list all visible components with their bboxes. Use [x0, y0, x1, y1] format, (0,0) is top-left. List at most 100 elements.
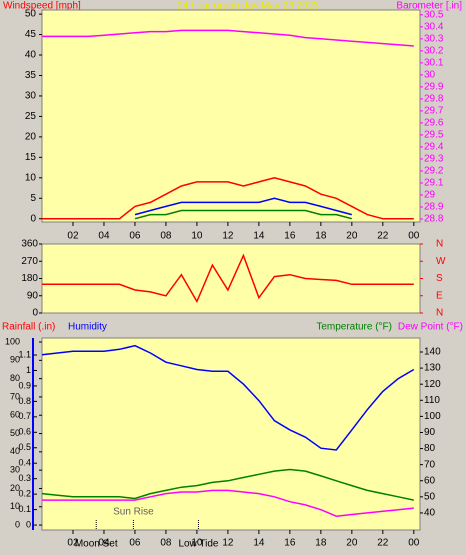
x-tick-label: 06 — [129, 538, 141, 549]
y-tick-label: 30.2 — [424, 45, 444, 56]
x-tick-label: 00 — [408, 538, 420, 549]
y-tick-label: 29.4 — [424, 142, 444, 153]
y-tick-label: 28.8 — [424, 214, 444, 225]
x-tick-label: 18 — [315, 231, 327, 242]
y-tick-label: 360 — [21, 239, 38, 250]
y-tick-label: 1 — [26, 365, 31, 375]
y-tick-label: 28.9 — [424, 202, 444, 213]
y-tick-label: 30.4 — [424, 21, 444, 32]
event-label: Moon Set — [75, 539, 118, 550]
y-tick-label: 0.8 — [18, 396, 31, 406]
y-tick-label: 110 — [424, 395, 440, 406]
y-tick-label: 100 — [5, 336, 20, 346]
y-tick-label: 0.6 — [18, 427, 31, 437]
x-tick-label: 04 — [98, 538, 110, 549]
x-tick-label: 12 — [222, 231, 234, 242]
series-line — [134, 197, 352, 216]
barometer-label: Barometer [.in] — [396, 1, 462, 12]
series-line — [42, 29, 414, 47]
x-tick-label: 16 — [284, 231, 296, 242]
y-tick-label: 120 — [424, 379, 441, 390]
x-tick-label: 20 — [346, 538, 358, 549]
y-tick-label: 0.5 — [18, 442, 31, 452]
y-tick-label: 25 — [25, 111, 37, 122]
y-tick-label: 29.7 — [424, 106, 444, 117]
event-label: Low Tide — [178, 539, 218, 550]
y-tick-label: 0.1 — [18, 504, 31, 514]
y-tick-label: 100 — [424, 411, 441, 422]
y-tick-label: 0.3 — [18, 473, 31, 483]
y-tick-label: 0 — [26, 519, 31, 529]
x-tick-label: 18 — [315, 538, 327, 549]
y-tick-label: 30 — [25, 91, 37, 102]
y-tick-label: 15 — [25, 152, 37, 163]
dew-point-label: Dew Point (°F) — [398, 322, 463, 333]
windspeed-label: Windspeed [mph] — [3, 1, 81, 12]
y-tick-label: 1.1 — [18, 349, 31, 359]
y-tick-label: 0 — [15, 519, 20, 529]
y-tick-label: 90 — [424, 427, 436, 438]
y-tick-label: 0 — [30, 213, 36, 224]
y-tick-label: 60 — [10, 410, 20, 420]
y-tick-label: 40 — [10, 446, 20, 456]
x-tick-label: 10 — [191, 538, 203, 549]
temperature-label: Temperature (°F) — [316, 322, 392, 333]
series-line — [42, 253, 414, 304]
y-tick-label: 35 — [25, 70, 37, 81]
chart-title: 24 hour graph day May 23 2023 — [177, 1, 319, 12]
y-tick-label: 29.5 — [424, 130, 444, 141]
y-tick-label: 90 — [27, 290, 39, 301]
y-tick-label: 5 — [30, 193, 36, 204]
y-tick-label: 0.4 — [18, 458, 31, 468]
y-tick-label: 30 — [424, 70, 436, 81]
y-tick-label: 45 — [25, 29, 37, 40]
plot-area — [41, 243, 421, 314]
y-tick-label: 60 — [424, 475, 436, 486]
y-tick-label: 0.9 — [18, 380, 31, 390]
y-tick-label: 29.1 — [424, 178, 444, 189]
y-tick-label: 40 — [25, 50, 37, 61]
series-line — [41, 344, 415, 451]
y-tick-label: 0.2 — [18, 489, 31, 499]
series-line — [42, 177, 414, 220]
x-tick-label: 12 — [222, 538, 234, 549]
x-tick-label: 06 — [129, 231, 141, 242]
y-tick-label: 30 — [10, 465, 20, 475]
y-tick-label: 30.1 — [424, 57, 444, 68]
x-tick-label: 00 — [408, 231, 420, 242]
y-tick-label: 20 — [10, 483, 20, 493]
y-tick-label: N — [436, 308, 443, 319]
y-tick-label: 29.3 — [424, 154, 444, 165]
x-tick-label: 20 — [346, 231, 358, 242]
y-tick-label: 80 — [10, 373, 20, 383]
y-tick-label: 270 — [21, 256, 38, 267]
series-line — [134, 209, 352, 220]
x-tick-label: 14 — [253, 538, 265, 549]
y-tick-label: 50 — [424, 491, 436, 502]
y-tick-label: N — [436, 239, 443, 250]
y-tick-label: 20 — [25, 132, 37, 143]
x-tick-label: 22 — [377, 231, 389, 242]
y-tick-label: 180 — [21, 273, 38, 284]
rainfall-label: Rainfall (.in) — [2, 322, 55, 333]
y-tick-label: 29 — [424, 190, 436, 201]
plot-area — [41, 337, 421, 531]
y-tick-label: 90 — [10, 355, 20, 365]
y-tick-label: 10 — [25, 172, 37, 183]
event-label: Sun Rise — [113, 507, 154, 518]
x-tick-label: 08 — [160, 231, 172, 242]
x-tick-label: 14 — [253, 231, 265, 242]
y-tick-label: 30.3 — [424, 33, 444, 44]
x-tick-label: 04 — [98, 231, 110, 242]
x-tick-label: 02 — [67, 231, 79, 242]
y-tick-label: 30.5 — [424, 9, 444, 20]
y-tick-label: 80 — [424, 443, 436, 454]
series-line — [42, 489, 414, 517]
y-tick-label: W — [436, 256, 446, 267]
x-tick-label: 16 — [284, 538, 296, 549]
y-tick-label: 140 — [424, 347, 441, 358]
humidity-label: Humidity — [68, 322, 107, 333]
y-tick-label: 50 — [10, 428, 20, 438]
series-line — [41, 468, 414, 501]
